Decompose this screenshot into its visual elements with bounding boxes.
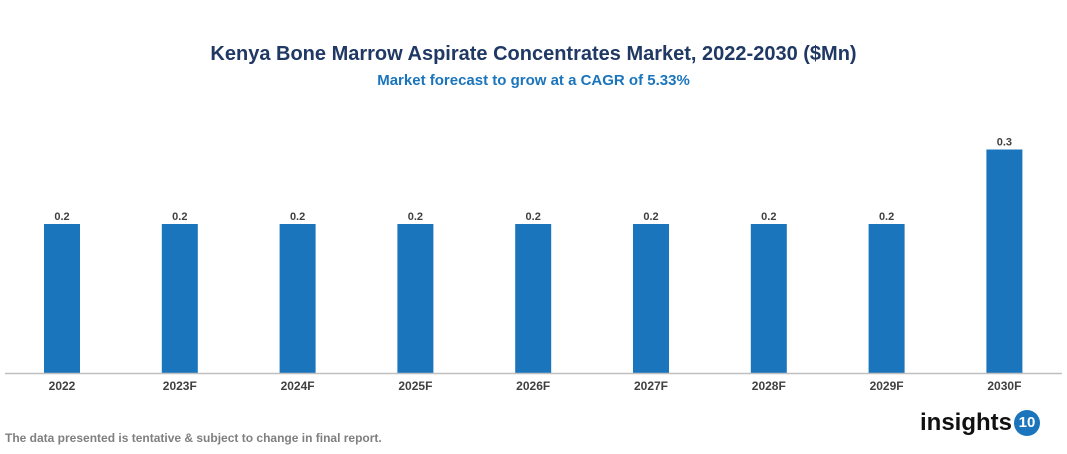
x-tick-label: 2030F: [987, 379, 1021, 393]
bar-2029F: [868, 224, 905, 373]
bar-2024F: [279, 224, 316, 373]
bar-2026F: [515, 224, 552, 373]
chart-subtitle: Market forecast to grow at a CAGR of 5.3…: [377, 72, 690, 89]
x-tick-label: 2027F: [634, 379, 668, 393]
x-tick-label: 2025F: [398, 379, 432, 393]
x-tick-label: 2029F: [870, 379, 904, 393]
data-label: 0.2: [879, 211, 894, 223]
x-tick-label: 2026F: [516, 379, 550, 393]
data-label: 0.2: [643, 211, 658, 223]
bar-2025F: [397, 224, 434, 373]
data-label: 0.2: [526, 211, 541, 223]
logo-badge: 10: [1014, 410, 1041, 436]
footnote: The data presented is tentative & subjec…: [5, 431, 382, 445]
x-tick-label: 2023F: [163, 379, 197, 393]
logo-text: insights: [920, 409, 1013, 436]
chart-title: Kenya Bone Marrow Aspirate Concentrates …: [210, 43, 857, 65]
data-label: 0.2: [761, 211, 776, 223]
x-tick-label: 2024F: [281, 379, 315, 393]
data-label: 0.3: [997, 137, 1012, 149]
data-label: 0.2: [408, 211, 423, 223]
bar-2023F: [161, 224, 198, 373]
bar-2027F: [633, 224, 669, 373]
insights10-logo: insights 10: [920, 409, 1041, 437]
data-label: 0.2: [54, 211, 69, 223]
bar-2028F: [750, 224, 787, 373]
bar-2022: [44, 224, 80, 373]
x-tick-label: 2022: [49, 379, 76, 393]
bar-2030F: [986, 149, 1023, 373]
x-tick-label: 2028F: [752, 379, 786, 393]
data-label: 0.2: [172, 211, 187, 223]
data-label: 0.2: [290, 211, 305, 223]
